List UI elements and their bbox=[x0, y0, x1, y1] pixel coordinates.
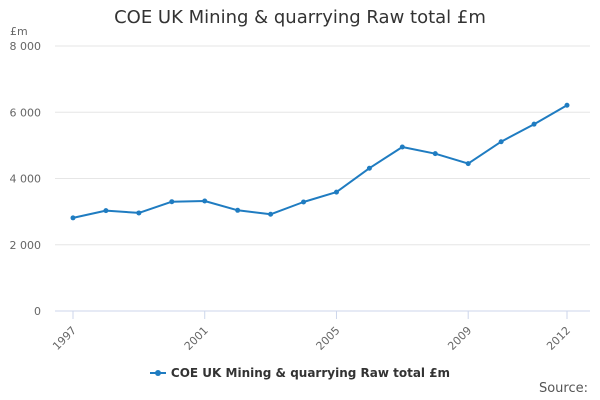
y-tick-label: 6 000 bbox=[10, 106, 42, 119]
data-point[interactable] bbox=[136, 210, 142, 216]
x-tick-label: 2005 bbox=[314, 324, 343, 353]
data-point[interactable] bbox=[70, 215, 76, 221]
y-axis-unit-label: £m bbox=[10, 25, 28, 38]
data-point[interactable] bbox=[531, 121, 537, 127]
y-tick-label: 8 000 bbox=[10, 40, 42, 53]
y-tick-label: 4 000 bbox=[10, 173, 42, 186]
data-point[interactable] bbox=[235, 207, 241, 213]
legend-label: COE UK Mining & quarrying Raw total £m bbox=[170, 366, 451, 380]
legend[interactable]: COE UK Mining & quarrying Raw total £m bbox=[0, 366, 600, 380]
series-layer bbox=[70, 102, 570, 221]
data-point[interactable] bbox=[103, 208, 109, 214]
data-point[interactable] bbox=[169, 199, 175, 205]
data-point[interactable] bbox=[301, 199, 307, 205]
y-tick-label: 0 bbox=[34, 305, 41, 318]
data-point[interactable] bbox=[399, 144, 405, 150]
y-tick-label: 2 000 bbox=[10, 239, 42, 252]
data-point[interactable] bbox=[202, 198, 208, 204]
x-tick-label: 2009 bbox=[445, 324, 474, 353]
x-tick-label: 2012 bbox=[544, 324, 573, 353]
data-point[interactable] bbox=[268, 211, 274, 217]
data-point[interactable] bbox=[366, 165, 372, 171]
tick-labels: 0 2 000 4 000 6 000 8 000 £m 1997 2001 2005 2009 2… bbox=[10, 25, 574, 353]
legend-marker bbox=[154, 370, 161, 376]
x-tick-label: 2001 bbox=[182, 324, 211, 353]
data-point[interactable] bbox=[498, 139, 504, 145]
data-point[interactable] bbox=[564, 102, 570, 108]
chart-title: COE UK Mining & quarrying Raw total £m bbox=[114, 7, 486, 28]
grid-lines bbox=[55, 45, 590, 246]
data-point[interactable] bbox=[333, 189, 339, 195]
axes bbox=[55, 310, 590, 319]
data-point[interactable] bbox=[465, 161, 471, 167]
data-point[interactable] bbox=[432, 151, 438, 157]
legend-line-icon bbox=[149, 369, 166, 377]
series-line bbox=[72, 104, 568, 219]
source-label: Source: bbox=[538, 381, 588, 396]
x-tick-label: 1997 bbox=[50, 324, 79, 353]
